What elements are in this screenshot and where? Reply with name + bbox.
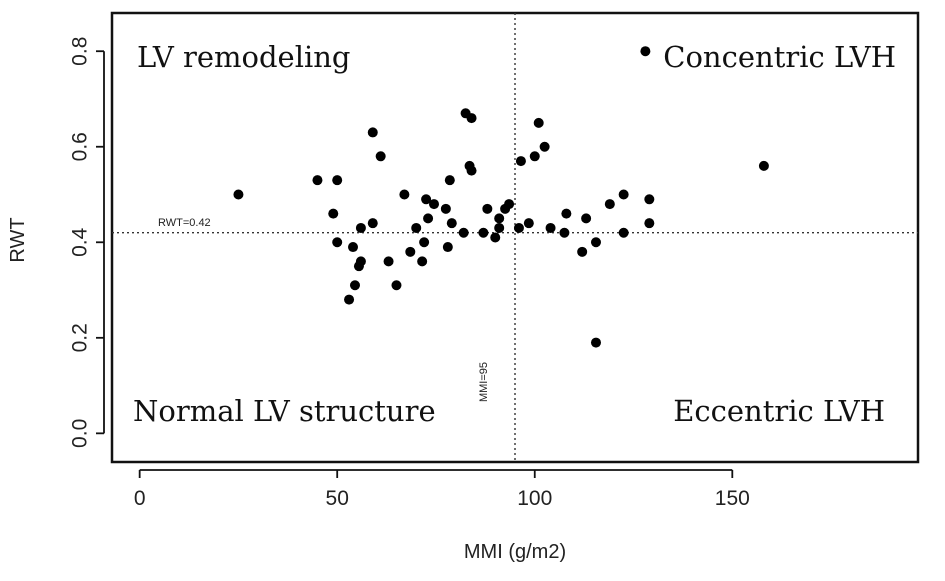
data-point [383,256,394,267]
data-point [233,189,244,200]
data-point [581,213,592,224]
data-point [458,227,469,238]
y-tick-label: 0.0 [69,419,92,448]
y-tick-label: 0.6 [69,132,92,161]
data-point [440,203,451,214]
quadrant-label-top-left: LV remodeling [137,40,350,74]
data-point [375,151,386,162]
data-point [349,280,360,291]
data-point [577,246,588,257]
data-point [590,337,601,348]
x-axis-title: MMI (g/m2) [464,541,566,563]
data-point [466,113,477,124]
data-point [332,237,343,248]
data-point [539,141,550,152]
y-tick-label: 0.8 [69,37,92,66]
data-point [312,175,323,186]
data-point [590,237,601,248]
data-point [421,194,432,205]
data-point [423,213,434,224]
data-points [233,46,769,348]
x-tick-label: 150 [715,487,750,510]
reference-lines [112,13,918,462]
data-point [442,242,453,253]
x-tick-label: 50 [326,487,349,510]
data-point [545,222,556,233]
data-point [644,194,655,205]
y-tick-label: 0.4 [69,227,92,257]
data-point [515,156,526,167]
data-point [417,256,428,267]
data-point [405,246,416,257]
data-point [478,227,489,238]
data-point [561,208,572,219]
data-point [513,222,524,233]
y-axis-title: RWT [7,217,29,262]
data-point [328,208,339,219]
horizontal-ref-label: RWT=0.42 [158,217,211,229]
data-point [355,256,366,267]
data-point [419,237,430,248]
quadrant-label-bottom-right: Eccentric LVH [673,394,885,428]
x-axis: 0 50 100 150 [134,469,750,510]
data-point [618,189,629,200]
x-tick-label: 0 [134,487,146,510]
y-tick-label: 0.2 [69,323,92,352]
y-axis: 0.0 0.2 0.4 0.6 0.8 [69,37,105,448]
data-point [504,199,515,210]
data-point [367,218,378,229]
quadrant-label-top-right: Concentric LVH [663,40,896,74]
data-point [494,213,505,224]
x-tick-label: 100 [517,487,552,510]
data-point [523,218,534,229]
data-point [466,165,477,176]
data-point [618,227,629,238]
data-point [640,46,651,57]
data-point [758,160,769,171]
data-point [644,218,655,229]
data-point [367,127,378,138]
data-point [399,189,410,200]
data-point [482,203,493,214]
quadrant-label-bottom-left: Normal LV structure [133,394,436,428]
data-point [604,199,615,210]
data-point [344,294,355,305]
data-point [429,199,440,210]
data-point [444,175,455,186]
data-point [529,151,540,162]
data-point [533,117,544,128]
data-point [559,227,570,238]
data-point [391,280,402,291]
data-point [490,232,501,243]
data-point [494,222,505,233]
data-point [348,242,359,253]
data-point [411,222,422,233]
data-point [446,218,457,229]
data-point [355,222,366,233]
data-point [332,175,343,186]
vertical-ref-label: MMI=95 [478,362,490,402]
